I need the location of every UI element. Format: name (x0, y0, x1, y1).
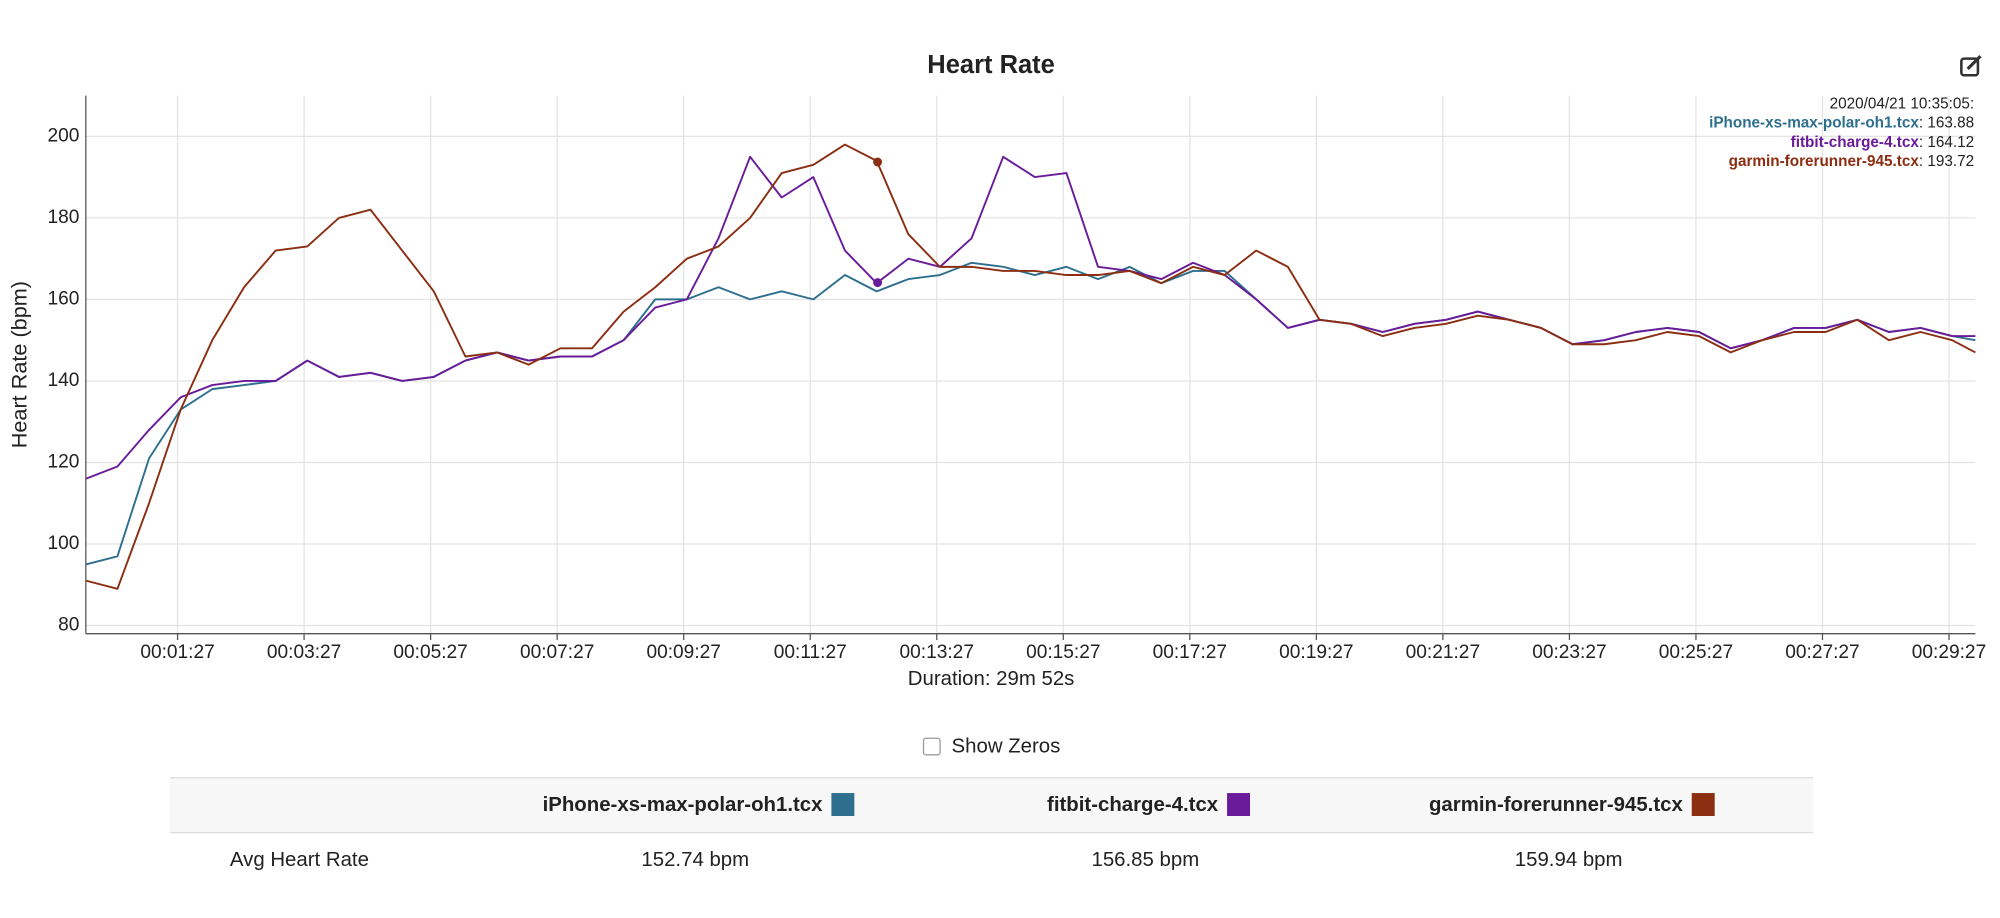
lines (85, 143, 1976, 590)
grid: 80 100 120 140 160 180 200 00:01:27 00:03:27 00:0… (48, 95, 1986, 663)
table-row-label: Avg Heart Rate (230, 849, 369, 871)
edit-icon-box[interactable] (1960, 57, 1980, 77)
x-tick-label: 00:03:27 (267, 642, 341, 663)
table-header: fitbit-charge-4.tcx (1047, 794, 1219, 816)
x-tick-label: 00:23:27 (1532, 642, 1606, 663)
table-cell: 152.74 bpm (641, 849, 749, 871)
y-tick-label: 160 (48, 288, 80, 309)
hover-dot (873, 157, 883, 167)
y-tick-label: 120 (48, 452, 80, 473)
tooltip-series-name: garmin-forerunner-945.tcx (1729, 153, 1920, 170)
table-header: garmin-forerunner-945.tcx (1429, 794, 1683, 816)
table-cell: 159.94 bpm (1515, 849, 1623, 871)
x-tick-label: 00:19:27 (1279, 642, 1353, 663)
show-zeros-label[interactable]: Show Zeros (952, 736, 1061, 758)
legend-swatch (1691, 793, 1715, 816)
y-tick-label: 180 (48, 207, 80, 228)
y-axis-label: Heart Rate (bpm) (7, 281, 32, 448)
hover-dot (873, 278, 883, 288)
tooltip-time: 2020/04/21 10:35:05: (1830, 96, 1974, 113)
tooltip-value: 164.12 (1927, 134, 1974, 151)
table-header: iPhone-xs-max-polar-oh1.tcx (543, 794, 824, 816)
x-axis-label: Duration: 29m 52s (908, 668, 1075, 690)
x-tick-label: 00:15:27 (1026, 642, 1100, 663)
x-tick-label: 00:09:27 (646, 642, 720, 663)
legend-swatch (831, 793, 855, 816)
tooltip: iPhone-xs-max-polar-oh1.tcx: 163.88 fitbi… (873, 115, 1974, 288)
tooltip-entry: fitbit-charge-4.tcx: 164.12 (1791, 134, 1974, 151)
tooltip-series-name: iPhone-xs-max-polar-oh1.tcx (1709, 115, 1919, 132)
x-tick-label: 00:11:27 (774, 642, 847, 663)
x-tick-label: 00:27:27 (1785, 642, 1859, 663)
tooltip-series-name: fitbit-charge-4.tcx (1791, 134, 1920, 151)
x-tick-label: 00:07:27 (520, 642, 594, 663)
tooltip-separator: : (1919, 134, 1927, 151)
x-tick-label: 00:25:27 (1659, 642, 1733, 663)
series-line (85, 155, 1976, 480)
series-line (85, 143, 1976, 590)
edit-icon-pen[interactable] (1966, 54, 1982, 70)
tooltip-separator: : (1919, 115, 1927, 132)
edit-icon[interactable] (1960, 54, 1982, 77)
y-tick-label: 80 (58, 615, 79, 636)
x-tick-label: 00:13:27 (900, 642, 974, 663)
x-tick-label: 00:21:27 (1406, 642, 1480, 663)
y-tick-label: 100 (48, 533, 80, 554)
table-cell: 156.85 bpm (1091, 849, 1199, 871)
tooltip-separator: : (1919, 153, 1927, 170)
tooltip-value: 163.88 (1927, 115, 1974, 132)
x-tick-label: 00:05:27 (393, 642, 467, 663)
x-tick-label: 00:01:27 (140, 642, 214, 663)
chart-title: Heart Rate (927, 51, 1055, 79)
x-tick-label: 00:17:27 (1153, 642, 1227, 663)
x-tick-label: 00:29:27 (1912, 642, 1986, 663)
legend-swatch (1227, 793, 1251, 816)
tooltip-entry: iPhone-xs-max-polar-oh1.tcx: 163.88 (1709, 115, 1974, 132)
table-header-band (169, 777, 1814, 833)
show-zeros-checkbox[interactable] (922, 737, 941, 756)
y-tick-label: 140 (48, 370, 80, 391)
y-tick-label: 200 (48, 125, 80, 146)
tooltip-value: 193.72 (1927, 153, 1974, 170)
table: iPhone-xs-max-polar-oh1.tcx 152.74 bpm fit… (543, 793, 1715, 871)
tooltip-entry: garmin-forerunner-945.tcx: 193.72 (1729, 153, 1974, 170)
series-line (85, 261, 1976, 566)
